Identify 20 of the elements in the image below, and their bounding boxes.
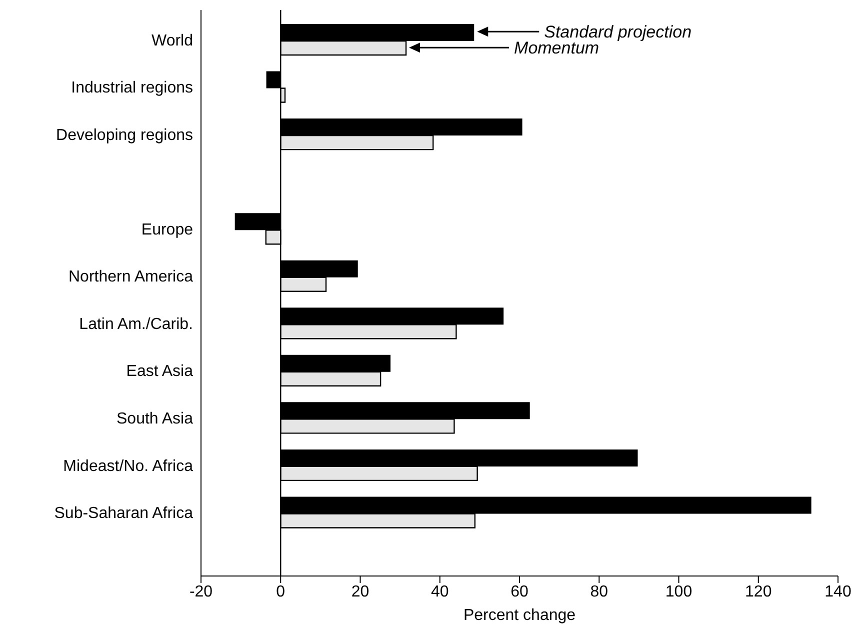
x-axis-title: Percent change [463, 607, 576, 624]
y-tick-label: Mideast/No. Africa [63, 458, 194, 475]
x-tick-label: 100 [665, 583, 692, 600]
x-tick-label: 40 [430, 583, 449, 600]
x-tick-label: -20 [189, 583, 213, 600]
x-tick-label: 80 [590, 583, 608, 600]
x-tick-label: 140 [824, 583, 852, 600]
y-tick-label: Northern America [68, 268, 194, 286]
y-tick-label: East Asia [126, 363, 194, 380]
y-tick-label: World [152, 32, 193, 50]
y-tick-label: Developing regions [56, 126, 193, 144]
x-tick-label: 120 [745, 583, 772, 600]
y-tick-label: Industrial regions [71, 80, 193, 97]
y-tick-label: Sub-Saharan Africa [54, 505, 194, 522]
x-tick-label: 20 [351, 583, 370, 600]
y-tick-label: Europe [141, 221, 194, 238]
y-tick-label: South Asia [116, 410, 194, 428]
x-tick-label: 60 [510, 583, 528, 600]
y-tick-label: Latin Am./Carib. [79, 316, 193, 333]
x-tick-label: 0 [276, 583, 286, 600]
